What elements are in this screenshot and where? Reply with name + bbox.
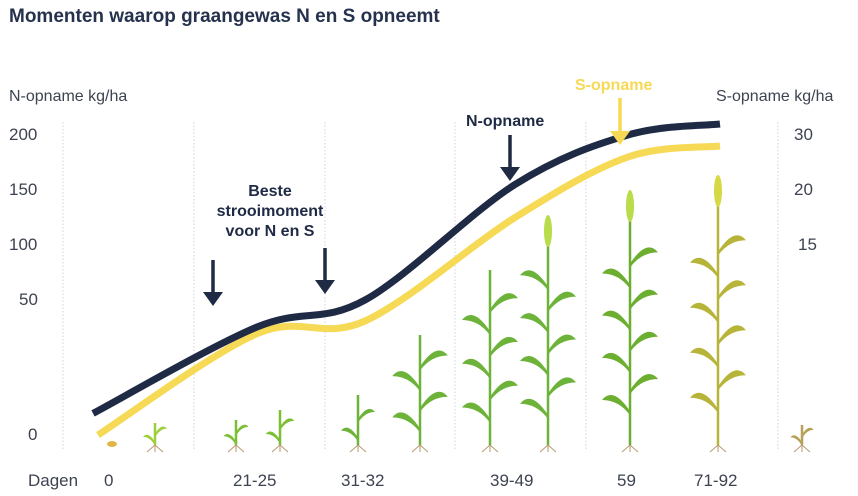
y-right-tick: 20 bbox=[794, 180, 813, 199]
annotation-best-moment: Beste strooimoment voor N en S bbox=[216, 183, 324, 240]
plant-icon bbox=[341, 395, 375, 453]
y-right-tick: 30 bbox=[794, 125, 813, 144]
y-tick: 0 bbox=[28, 425, 38, 444]
plant-icon bbox=[143, 423, 167, 453]
arrow-icon bbox=[203, 260, 223, 306]
plant-icon bbox=[790, 425, 814, 453]
x-tick: 31-32 bbox=[341, 471, 385, 490]
x-tick: 39-49 bbox=[490, 471, 534, 490]
plant-icon bbox=[392, 335, 448, 453]
x-tick: 59 bbox=[617, 471, 636, 490]
plant-icon bbox=[690, 175, 746, 453]
y-right-label: S-opname kg/ha bbox=[716, 88, 834, 105]
x-tick: 0 bbox=[104, 471, 114, 490]
y-left-label: N-opname kg/ha bbox=[9, 88, 128, 105]
plant-icon bbox=[223, 420, 249, 453]
plant-icon bbox=[265, 410, 295, 453]
y-tick: 50 bbox=[19, 290, 38, 309]
plant-icon bbox=[520, 215, 576, 453]
seed-icon bbox=[107, 441, 117, 447]
annotation-s-opname: S-opname bbox=[575, 77, 653, 94]
x-tick: 71-92 bbox=[694, 471, 738, 490]
arrow-icon bbox=[315, 248, 335, 294]
annotation-n-opname: N-opname bbox=[466, 113, 545, 130]
y-tick: 150 bbox=[9, 180, 38, 199]
x-label: Dagen bbox=[28, 471, 79, 490]
arrow-icon bbox=[500, 135, 520, 181]
plant-icon bbox=[602, 190, 658, 453]
series-line-S-opname bbox=[96, 142, 721, 438]
arrow-icon bbox=[610, 98, 630, 145]
y-tick: 100 bbox=[9, 235, 38, 254]
y-right-tick: 15 bbox=[798, 235, 817, 254]
chart-title: Momenten waarop graangewas N en S opneem… bbox=[9, 6, 440, 27]
plant-icon bbox=[462, 270, 518, 453]
x-tick: 21-25 bbox=[233, 471, 277, 490]
y-tick: 200 bbox=[9, 125, 38, 144]
series-line-N-opname bbox=[91, 120, 721, 417]
